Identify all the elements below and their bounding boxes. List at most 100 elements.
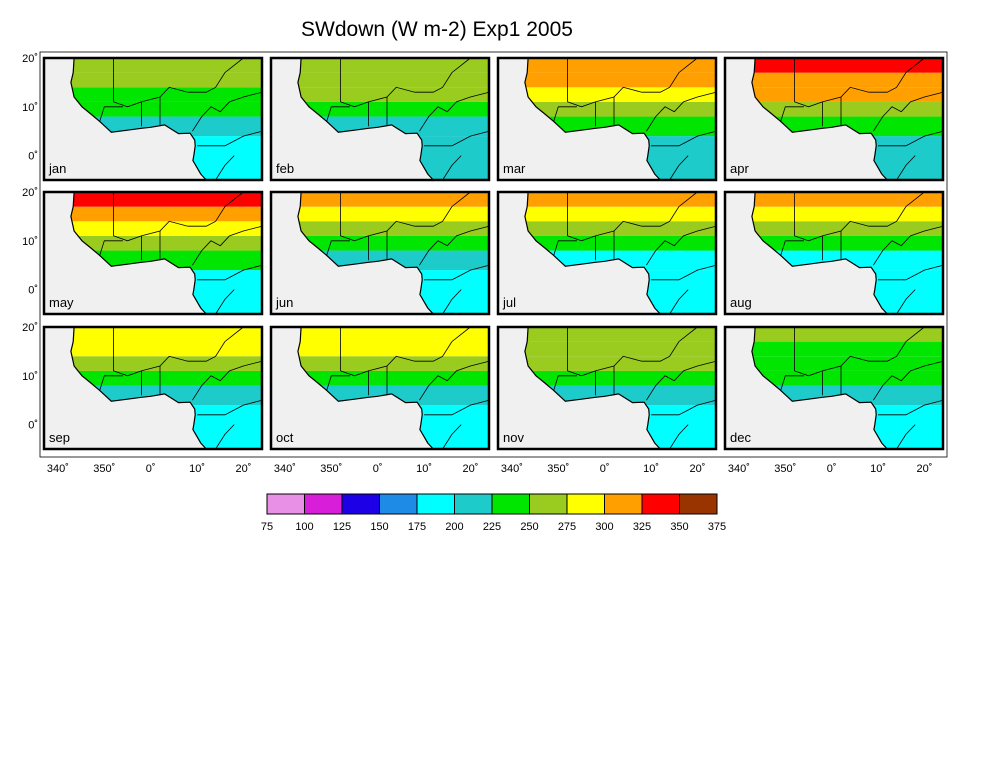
value-band — [751, 101, 943, 117]
colorbar-tick-label: 175 — [408, 521, 426, 533]
panel-frame — [723, 190, 945, 316]
country-border — [340, 326, 471, 377]
country-border — [197, 399, 263, 416]
country-border — [780, 375, 804, 391]
x-tick-label: 10˚ — [189, 463, 205, 475]
map-panel-feb: feb — [269, 56, 491, 182]
coastline — [751, 326, 888, 450]
country-border — [780, 240, 804, 256]
value-band — [297, 327, 489, 342]
country-border — [192, 360, 263, 401]
value-band — [751, 221, 943, 236]
country-border — [197, 130, 263, 147]
x-tick-label: 340˚ — [728, 463, 750, 475]
x-tick-label: 20˚ — [235, 463, 251, 475]
country-border — [340, 191, 471, 242]
panel-frame — [42, 56, 264, 182]
value-band — [751, 206, 943, 222]
colorbar-tick-label: 350 — [670, 521, 688, 533]
country-border — [326, 240, 350, 256]
value-band — [524, 235, 716, 251]
country-border — [326, 375, 350, 391]
month-label: jan — [48, 161, 66, 176]
figure-title: SWdown (W m-2) Exp1 2005 — [301, 18, 573, 41]
value-band — [70, 206, 262, 222]
country-border — [794, 326, 925, 377]
country-border — [646, 225, 717, 266]
value-band — [297, 58, 489, 73]
value-band — [524, 221, 716, 236]
colorbar-swatch — [679, 493, 718, 515]
y-tick-label: 10˚ — [22, 371, 38, 383]
value-band — [524, 192, 716, 207]
value-band — [297, 341, 489, 357]
value-band — [70, 341, 262, 357]
country-border — [215, 155, 235, 181]
coastline — [297, 57, 434, 181]
colorbar-tick-label: 150 — [370, 521, 388, 533]
value-band — [297, 192, 489, 207]
country-border — [553, 240, 577, 256]
country-border — [567, 326, 698, 377]
colorbar-swatch — [641, 493, 680, 515]
country-border — [99, 375, 123, 391]
panel-frame — [496, 190, 718, 316]
value-band — [524, 370, 716, 386]
panel-frame — [496, 56, 718, 182]
map-panel-jul: jul — [496, 190, 718, 316]
y-tick-label: 20˚ — [22, 53, 38, 65]
value-band — [70, 87, 262, 102]
colorbar-tick-label: 75 — [261, 521, 273, 533]
value-band — [297, 356, 489, 371]
country-border — [878, 264, 944, 281]
map-panel-oct: oct — [269, 325, 491, 451]
x-tick-label: 0˚ — [827, 463, 837, 475]
value-band — [751, 327, 943, 342]
value-band — [70, 235, 262, 251]
country-border — [873, 360, 944, 401]
country-border — [651, 130, 717, 147]
panel-frame — [269, 56, 491, 182]
month-label: jun — [275, 295, 293, 310]
country-border — [553, 106, 577, 122]
value-band — [751, 370, 943, 386]
coastline — [751, 57, 888, 181]
value-band — [751, 356, 943, 371]
y-tick-label: 0˚ — [28, 285, 38, 297]
x-tick-label: 10˚ — [643, 463, 659, 475]
map-panel-aug: aug — [723, 190, 945, 316]
colorbar-tick-label: 125 — [333, 521, 351, 533]
value-band — [524, 206, 716, 222]
colorbar-tick-label: 225 — [483, 521, 501, 533]
map-panel-dec: dec — [723, 325, 945, 451]
country-border — [567, 57, 698, 108]
y-tick-label: 0˚ — [28, 420, 38, 432]
colorbar-swatch — [416, 493, 455, 515]
country-border — [192, 91, 263, 132]
country-border — [197, 264, 263, 281]
country-border — [553, 375, 577, 391]
month-label: dec — [730, 430, 751, 445]
country-border — [794, 57, 925, 108]
x-tick-label: 0˚ — [600, 463, 610, 475]
value-band — [297, 87, 489, 102]
country-border — [419, 91, 490, 132]
x-tick-label: 340˚ — [47, 463, 69, 475]
month-label: apr — [730, 161, 749, 176]
country-border — [646, 91, 717, 132]
country-border — [99, 106, 123, 122]
panel-frame — [42, 325, 264, 451]
colorbar-tick-label: 250 — [520, 521, 538, 533]
panel-frame — [723, 56, 945, 182]
country-border — [442, 155, 462, 181]
value-band — [70, 327, 262, 342]
country-border — [878, 399, 944, 416]
country-border — [780, 106, 804, 122]
colorbar-swatch — [379, 493, 418, 515]
value-band — [751, 87, 943, 102]
month-label: feb — [276, 161, 294, 176]
coastline — [524, 326, 661, 450]
value-band — [297, 221, 489, 236]
country-border — [669, 289, 689, 315]
colorbar-swatch — [341, 493, 380, 515]
